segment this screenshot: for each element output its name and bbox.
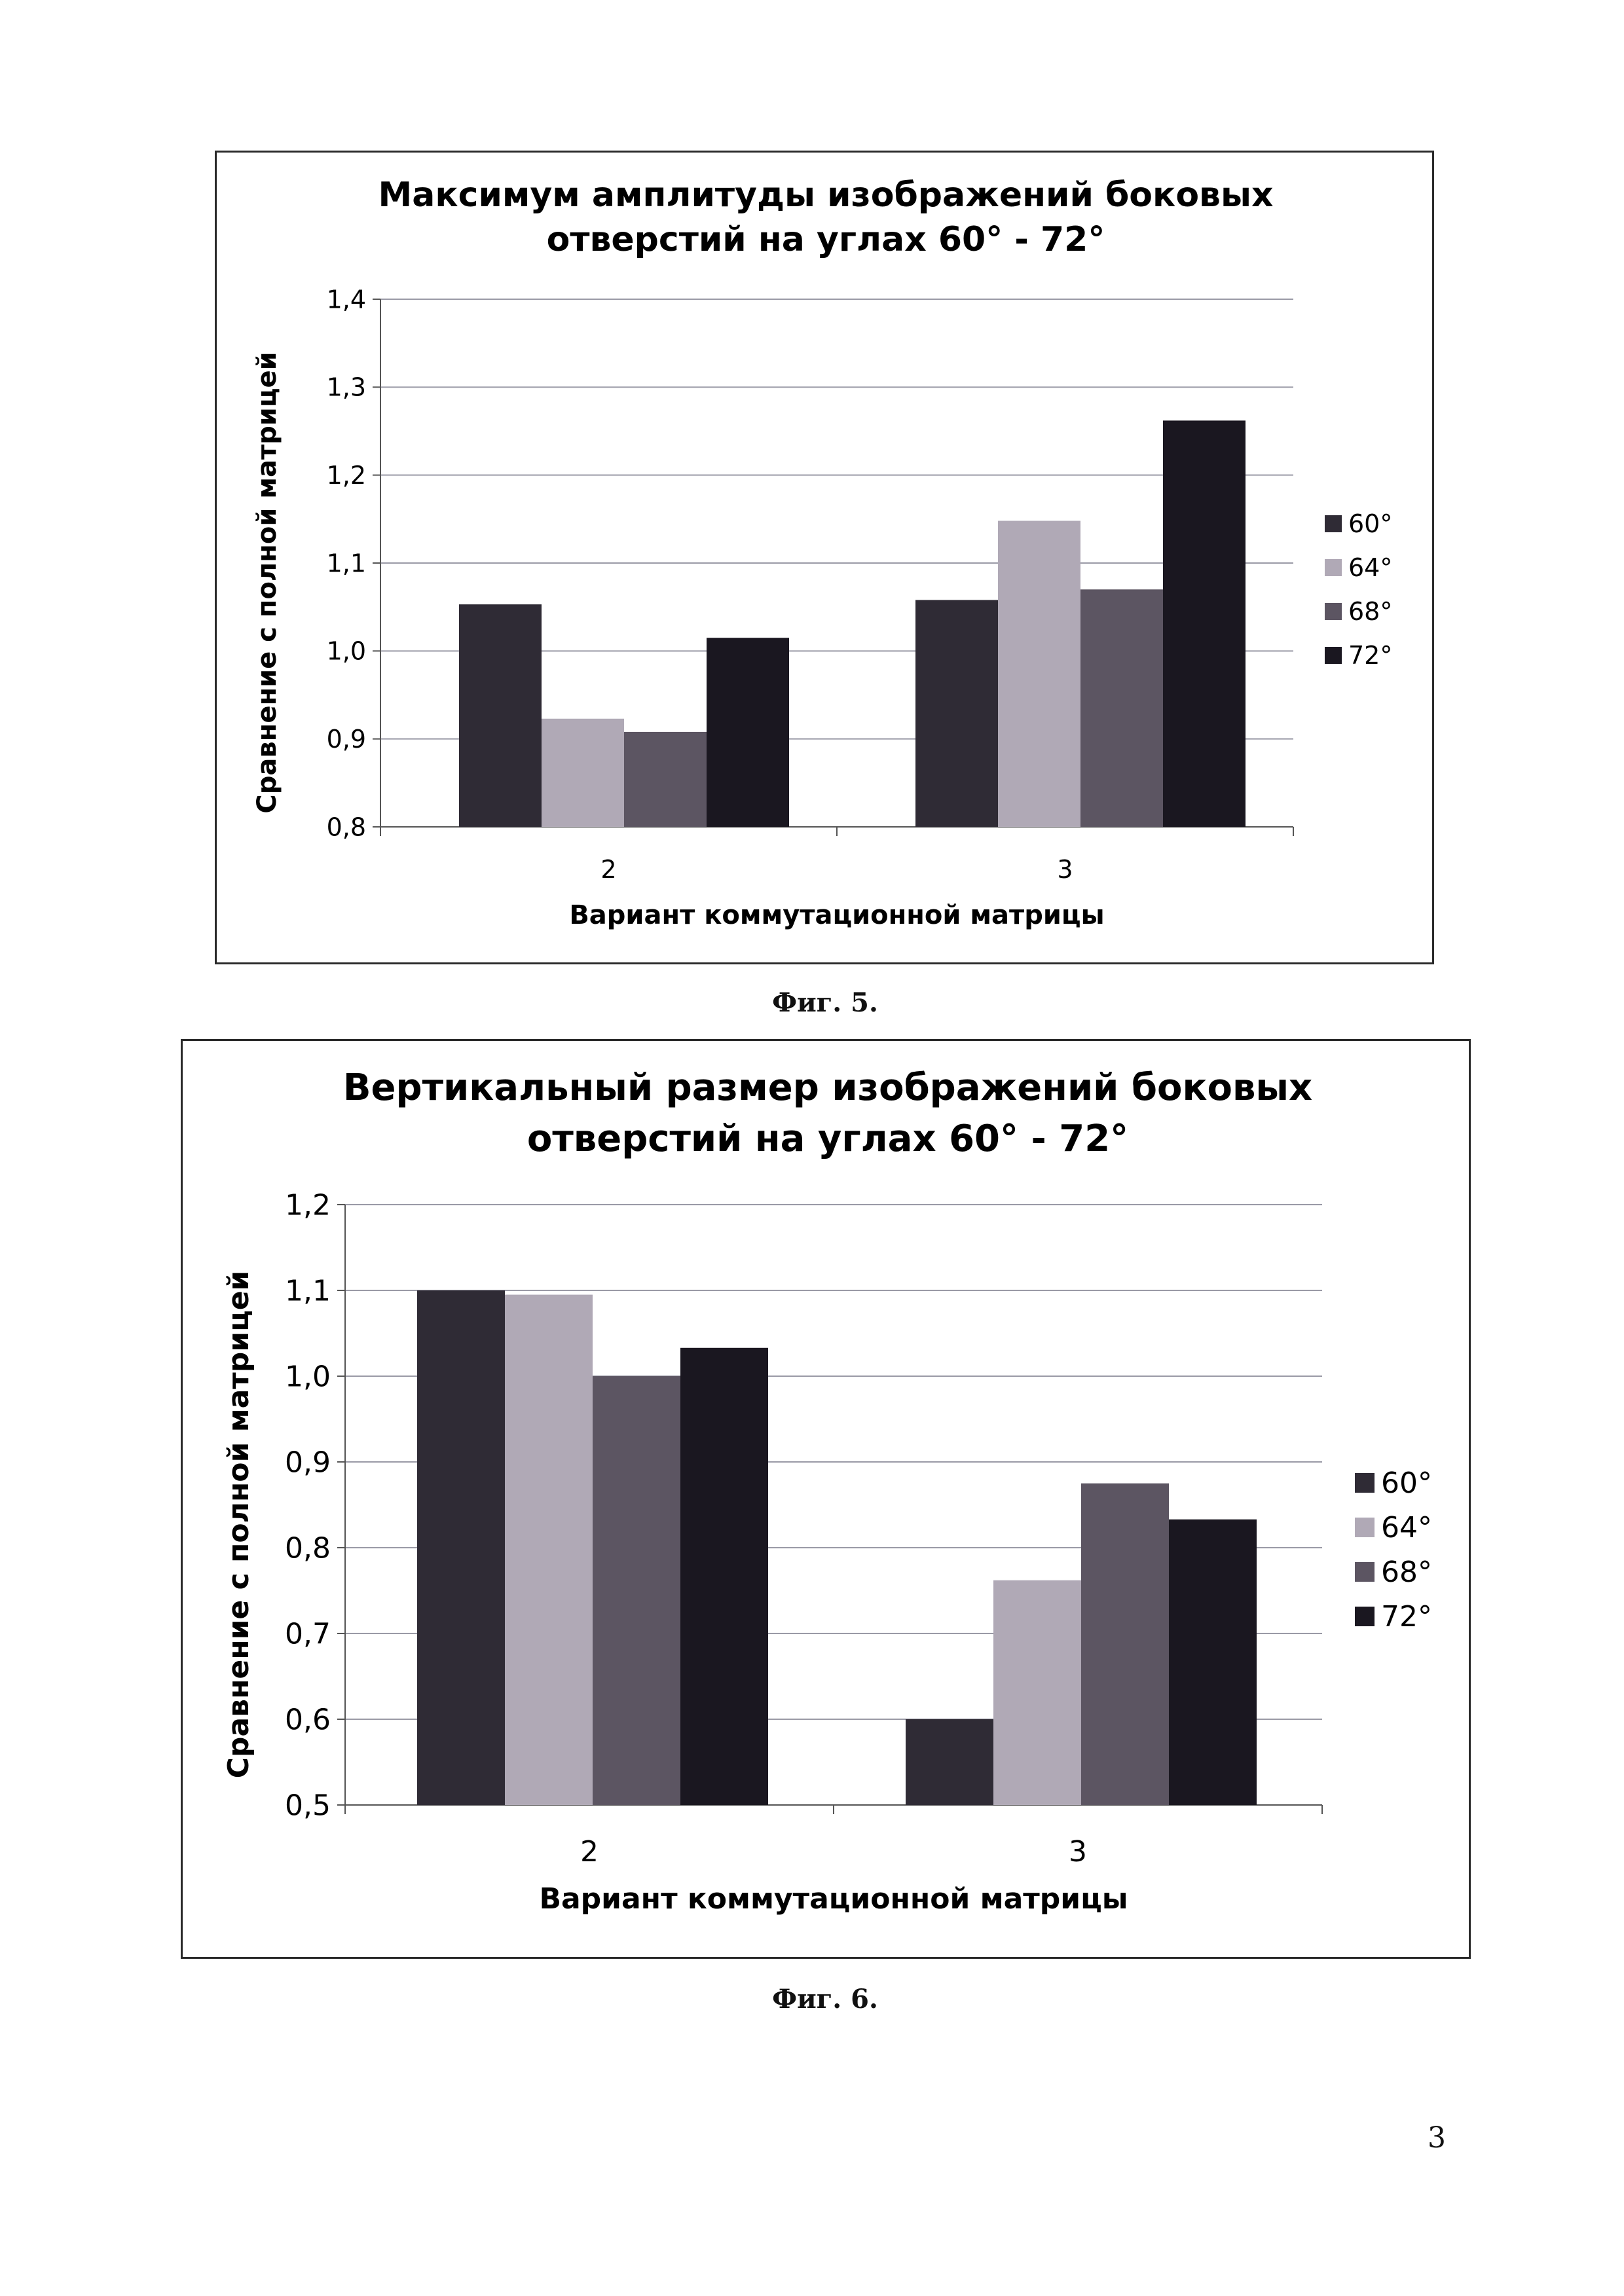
legend-swatch bbox=[1355, 1473, 1375, 1493]
bar-64deg-cat-3 bbox=[998, 521, 1080, 827]
y-tick-label: 1,2 bbox=[327, 461, 366, 490]
bar-68deg-cat-3 bbox=[1080, 589, 1163, 827]
x-tick-label: 3 bbox=[1057, 855, 1073, 884]
y-tick-label: 0,5 bbox=[285, 1789, 331, 1822]
legend-label: 68° bbox=[1381, 1556, 1432, 1589]
legend-swatch bbox=[1325, 603, 1342, 620]
y-axis-label: Сравнение с полной матрицей bbox=[222, 1271, 255, 1779]
legend-swatch bbox=[1325, 647, 1342, 664]
x-axis-label: Вариант коммутационной матрицы bbox=[569, 900, 1104, 930]
x-tick-label: 2 bbox=[580, 1835, 599, 1868]
y-tick-label: 1,1 bbox=[327, 549, 366, 577]
bar-68deg-cat-2 bbox=[624, 732, 707, 827]
bar-72deg-cat-2 bbox=[707, 638, 789, 827]
legend-swatch bbox=[1355, 1518, 1375, 1537]
legend-swatch bbox=[1355, 1562, 1375, 1582]
y-tick-label: 1,1 bbox=[285, 1274, 331, 1307]
chart-title-line-2: отверстий на углах 60° - 72° bbox=[547, 220, 1105, 259]
y-tick-label: 0,8 bbox=[327, 812, 366, 841]
bar-64deg-cat-3 bbox=[993, 1580, 1081, 1805]
bar-68deg-cat-2 bbox=[593, 1376, 680, 1805]
bar-72deg-cat-2 bbox=[680, 1348, 768, 1805]
x-tick-label: 2 bbox=[600, 855, 616, 884]
bar-64deg-cat-2 bbox=[505, 1295, 593, 1805]
caption-fig6: Фиг. 6. bbox=[694, 1984, 956, 2014]
y-tick-label: 1,0 bbox=[327, 637, 366, 666]
bar-68deg-cat-3 bbox=[1081, 1484, 1169, 1805]
y-tick-label: 1,4 bbox=[327, 285, 366, 314]
legend-label: 60° bbox=[1381, 1467, 1432, 1500]
y-tick-label: 0,9 bbox=[327, 725, 366, 754]
chart-fig6: Вертикальный размер изображений боковых о… bbox=[181, 1039, 1471, 1959]
chart-fig6-svg: Вертикальный размер изображений боковых о… bbox=[183, 1041, 1469, 1957]
y-tick-label: 0,6 bbox=[285, 1703, 331, 1736]
bar-60deg-cat-2 bbox=[417, 1290, 505, 1805]
y-tick-label: 0,7 bbox=[285, 1617, 331, 1650]
y-axis-label: Сравнение с полной матрицей bbox=[252, 352, 282, 813]
bar-60deg-cat-3 bbox=[915, 600, 998, 827]
legend-label: 72° bbox=[1381, 1600, 1432, 1633]
chart-fig5: Максимум амплитуды изображений боковых от… bbox=[215, 151, 1434, 964]
bar-72deg-cat-3 bbox=[1163, 420, 1246, 827]
bar-72deg-cat-3 bbox=[1169, 1520, 1257, 1805]
y-tick-label: 1,0 bbox=[285, 1360, 331, 1393]
legend-label: 68° bbox=[1348, 597, 1392, 626]
chart-title-line-2: отверстий на углах 60° - 72° bbox=[527, 1118, 1128, 1160]
x-axis-label: Вариант коммутационной матрицы bbox=[539, 1882, 1128, 1916]
y-tick-label: 1,2 bbox=[285, 1188, 331, 1222]
caption-fig5: Фиг. 5. bbox=[694, 987, 956, 1018]
legend-label: 72° bbox=[1348, 641, 1392, 670]
chart-title-line-1: Максимум амплитуды изображений боковых bbox=[378, 175, 1273, 215]
bar-60deg-cat-3 bbox=[906, 1719, 993, 1805]
y-tick-label: 0,9 bbox=[285, 1446, 331, 1479]
legend-swatch bbox=[1325, 559, 1342, 576]
x-tick-label: 3 bbox=[1069, 1835, 1087, 1868]
legend-swatch bbox=[1325, 515, 1342, 532]
legend-label: 64° bbox=[1348, 553, 1392, 582]
page-number: 3 bbox=[1428, 2121, 1446, 2155]
chart-fig5-svg: Максимум амплитуды изображений боковых от… bbox=[217, 153, 1432, 962]
bar-64deg-cat-2 bbox=[542, 719, 624, 827]
bar-60deg-cat-2 bbox=[459, 604, 542, 827]
y-tick-label: 0,8 bbox=[285, 1531, 331, 1565]
legend-swatch bbox=[1355, 1607, 1375, 1626]
y-tick-label: 1,3 bbox=[327, 373, 366, 402]
legend-label: 64° bbox=[1381, 1511, 1432, 1544]
chart-title-line-1: Вертикальный размер изображений боковых bbox=[343, 1066, 1312, 1109]
legend-label: 60° bbox=[1348, 509, 1392, 538]
